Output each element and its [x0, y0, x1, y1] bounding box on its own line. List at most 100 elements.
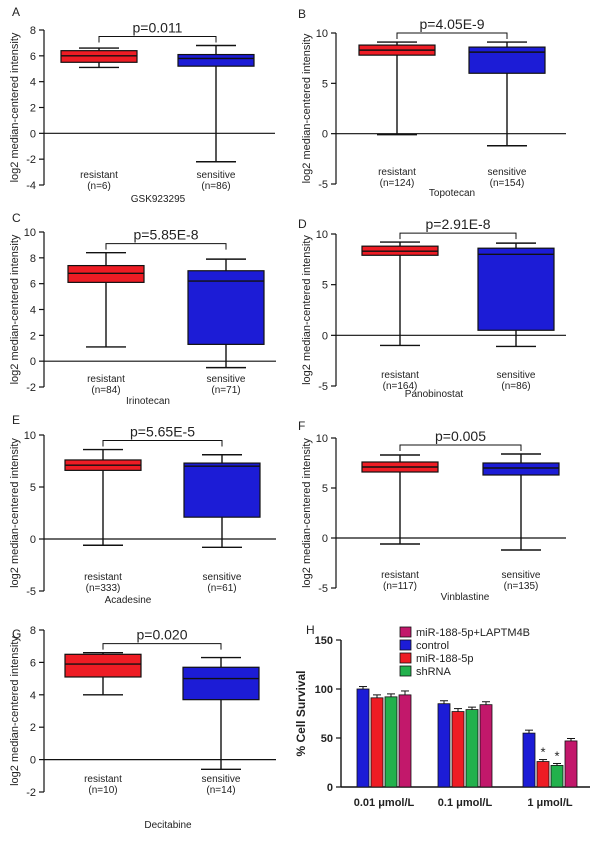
- bar-shRNA: [465, 709, 479, 788]
- box-iqr: [183, 462, 261, 518]
- p-value: p=0.020: [137, 627, 188, 643]
- bar-miR-188-5p+LAPTM4B: [479, 704, 493, 788]
- box-resistant: resistant(n=333): [64, 448, 142, 594]
- y-tick-label: 2: [30, 722, 36, 734]
- legend-label: miR-188-5p: [416, 653, 473, 665]
- y-tick-label: 8: [30, 253, 36, 265]
- group-n: (n=135): [504, 581, 539, 592]
- group-label: resistant: [84, 774, 122, 785]
- group-label: sensitive: [207, 374, 246, 385]
- panel-label: F: [298, 419, 305, 433]
- p-value: p=2.91E-8: [426, 216, 491, 232]
- panel-label: D: [298, 217, 307, 231]
- group-label: sensitive: [502, 570, 541, 581]
- y-tick-label: -2: [26, 382, 36, 394]
- y-tick-label: -2: [26, 154, 36, 166]
- legend-swatch: [399, 665, 412, 677]
- p-value: p=5.65E-5: [130, 424, 195, 440]
- box-resistant: resistant(n=10): [64, 651, 142, 796]
- group-label: sensitive: [497, 370, 536, 381]
- y-tick-label: 4: [30, 77, 36, 89]
- y-axis-label: % Cell Survival: [294, 670, 308, 756]
- box-iqr: [477, 247, 555, 331]
- legend-label: shRNA: [416, 666, 452, 678]
- box-sensitive: sensitive(n=71): [187, 258, 265, 396]
- y-tick-label: -5: [318, 179, 328, 191]
- y-tick-label: 50: [321, 733, 333, 745]
- p-value: p=4.05E-9: [420, 16, 485, 32]
- y-tick-label: -2: [26, 787, 36, 799]
- box-sensitive: sensitive(n=86): [177, 44, 255, 192]
- panel-g: G -2 0 2 4 6 8 log2 median-centered intensity re…: [9, 625, 276, 831]
- y-tick-label: 5: [322, 483, 328, 495]
- significance-bracket: [102, 440, 223, 447]
- y-tick-label: 2: [30, 330, 36, 342]
- group-n: (n=154): [490, 178, 525, 189]
- box-resistant: resistant(n=6): [60, 47, 138, 192]
- y-tick-label: 0: [30, 128, 36, 140]
- y-tick-label: 2: [30, 103, 36, 115]
- y-tick-label: -5: [318, 381, 328, 393]
- y-axis-label: log2 median-centered intensity: [301, 33, 313, 183]
- y-tick-label: 10: [316, 229, 328, 241]
- group-label: resistant: [87, 374, 125, 385]
- drug-name: Decitabine: [144, 820, 192, 831]
- y-tick-label: 10: [316, 433, 328, 445]
- y-tick-label: 0: [322, 533, 328, 545]
- y-tick-label: 8: [30, 625, 36, 637]
- bar-shRNA: [550, 765, 564, 788]
- y-tick-label: 6: [30, 51, 36, 63]
- p-value: p=0.011: [133, 20, 183, 36]
- bar-shRNA: [384, 696, 398, 788]
- group-label: sensitive: [488, 167, 527, 178]
- x-tick-label: 0.1 μmol/L: [438, 797, 493, 809]
- y-tick-label: 0: [30, 534, 36, 546]
- y-tick-label: 5: [30, 482, 36, 494]
- group-label: resistant: [84, 572, 122, 583]
- box-sensitive: sensitive(n=135): [482, 453, 560, 592]
- panel-label: E: [12, 413, 20, 427]
- group-label: sensitive: [202, 774, 241, 785]
- y-tick-label: 5: [322, 78, 328, 90]
- group-n: (n=84): [91, 385, 120, 396]
- legend-label: control: [416, 640, 449, 652]
- bar-control: [356, 688, 370, 788]
- significance-bracket: [102, 643, 222, 650]
- bar-miR-188-5p: [370, 697, 384, 788]
- group-n: (n=86): [201, 181, 230, 192]
- box-resistant: resistant(n=84): [67, 251, 145, 396]
- legend-swatch: [399, 626, 412, 638]
- y-tick-label: -5: [26, 586, 36, 598]
- significance-bracket: [399, 444, 522, 451]
- p-value: p=5.85E-8: [134, 227, 199, 243]
- bar-control: [522, 732, 536, 788]
- group-n: (n=10): [88, 785, 117, 796]
- box-resistant: resistant(n=164): [361, 241, 439, 392]
- drug-name: Vinblastine: [441, 592, 490, 603]
- significance-bracket: [399, 232, 517, 240]
- box-sensitive: sensitive(n=86): [477, 242, 555, 392]
- box-iqr: [187, 270, 265, 345]
- drug-name: Topotecan: [429, 188, 475, 199]
- legend-swatch: [399, 639, 412, 651]
- x-tick-label: 1 μmol/L: [527, 797, 573, 809]
- y-tick-label: 0: [327, 782, 333, 794]
- y-tick-label: -5: [318, 583, 328, 595]
- y-tick-label: 0: [322, 129, 328, 141]
- group-n: (n=124): [380, 178, 415, 189]
- bar-miR-188-5p+LAPTM4B: [564, 740, 578, 788]
- y-tick-label: 6: [30, 279, 36, 291]
- y-tick-label: 10: [316, 28, 328, 40]
- y-axis-label: log2 median-centered intensity: [9, 438, 21, 588]
- box-iqr: [468, 46, 546, 74]
- significance-bracket: [98, 36, 217, 43]
- significance-bracket: [396, 32, 508, 40]
- panel-h: H 0 50 100 150 % Cell Survival 0.01 μmol/L 0.1 …: [294, 623, 590, 809]
- group-n: (n=71): [211, 385, 240, 396]
- drug-name: GSK923295: [131, 194, 186, 205]
- p-value: p=0.005: [435, 428, 486, 444]
